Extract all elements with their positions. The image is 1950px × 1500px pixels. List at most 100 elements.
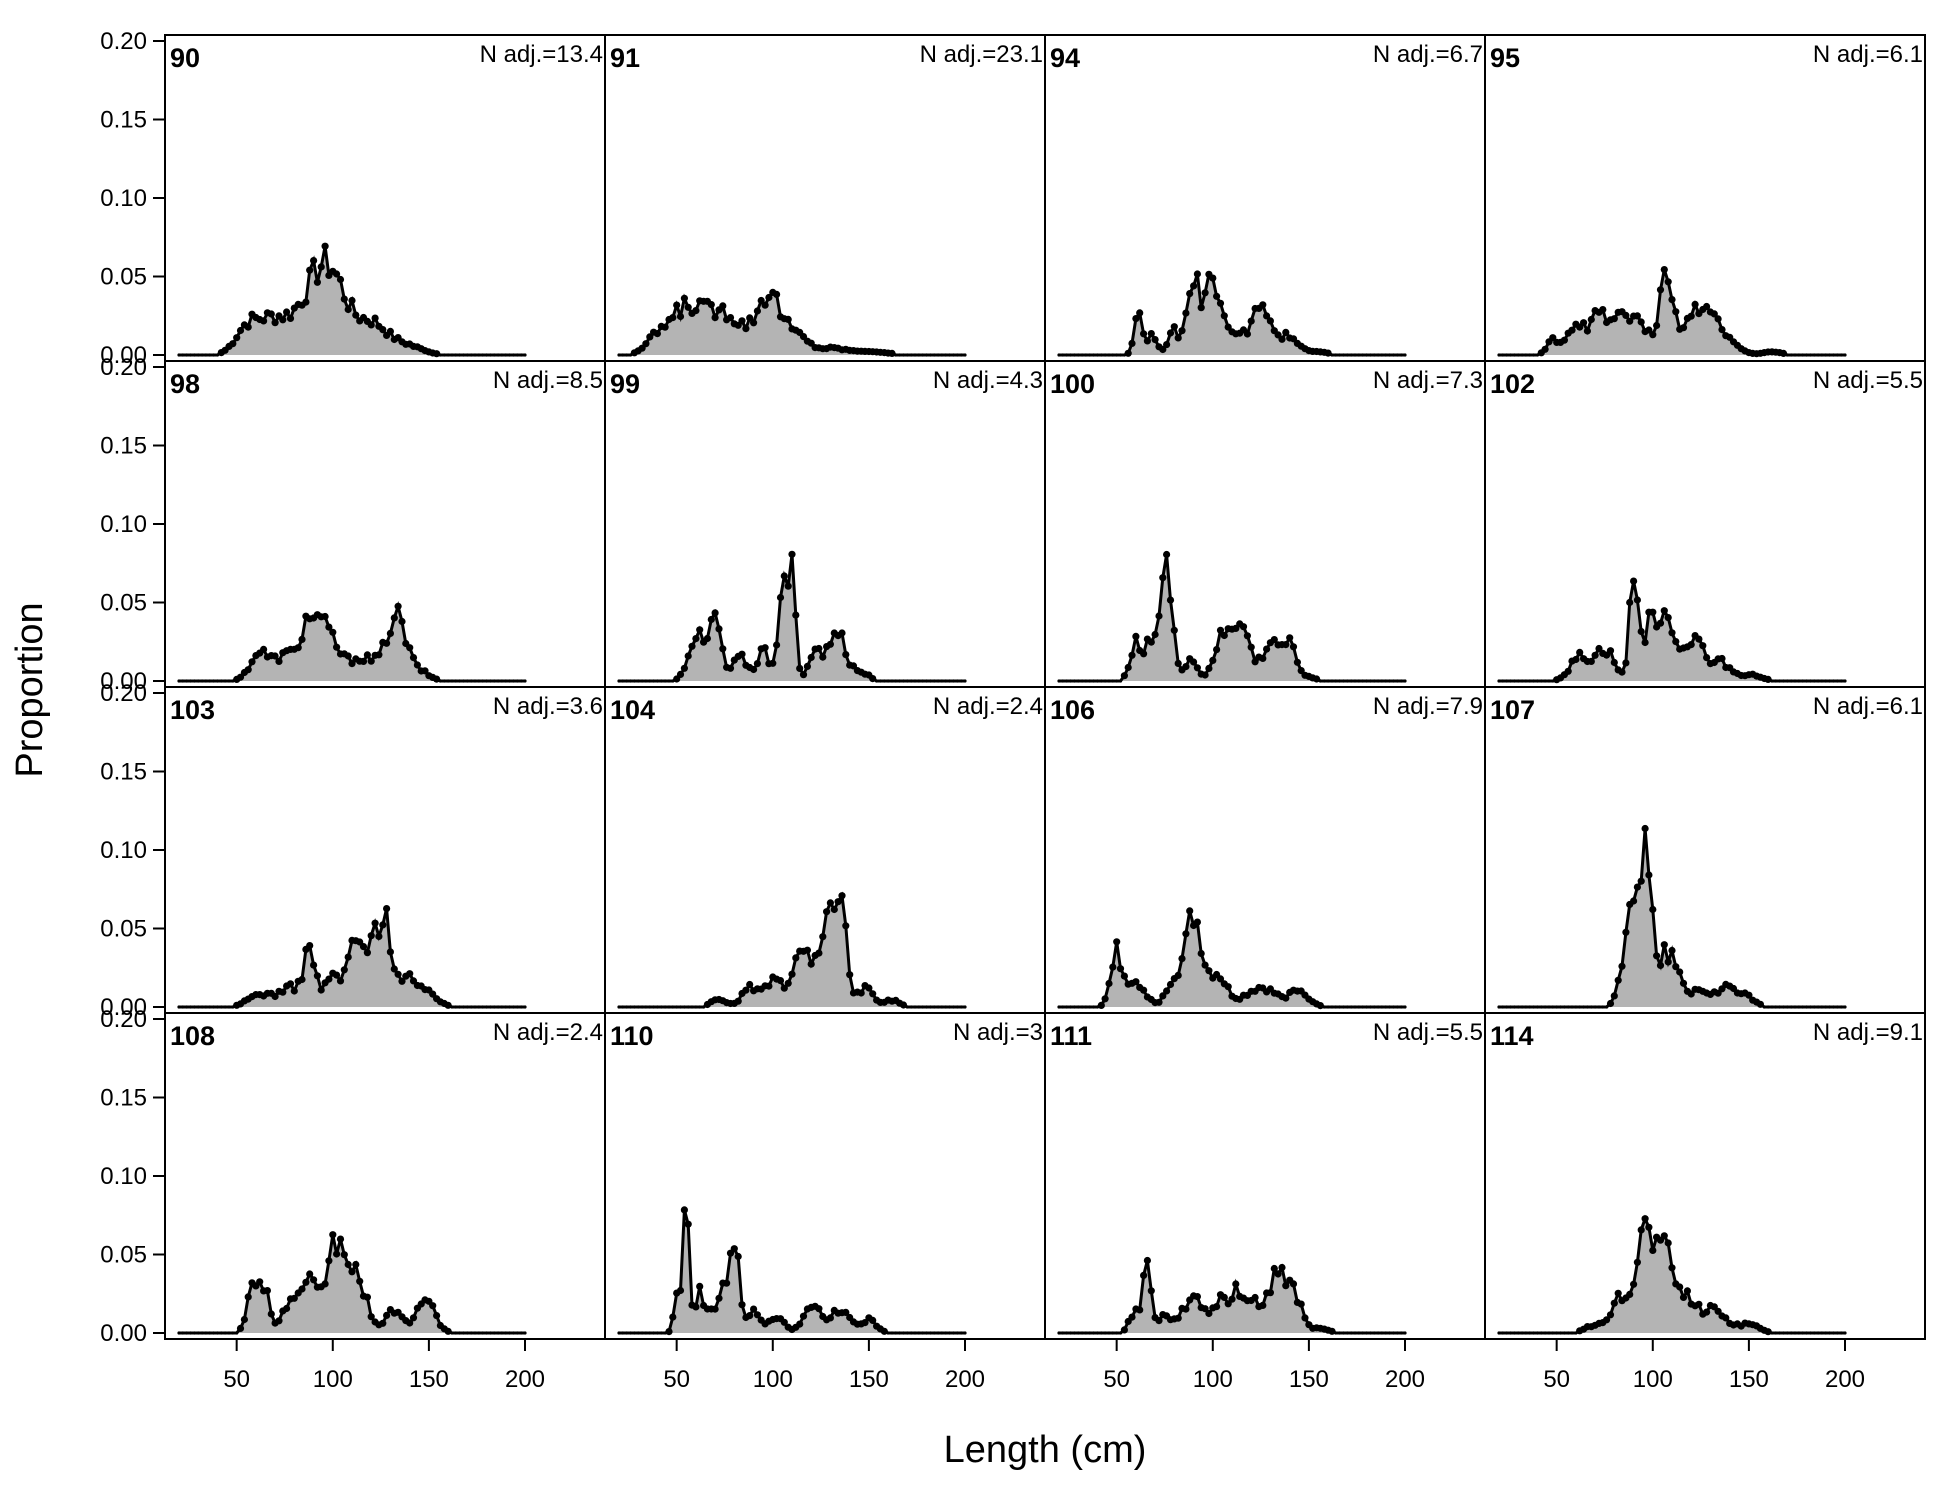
- data-point: [1756, 1000, 1764, 1008]
- data-point: [1649, 1246, 1657, 1254]
- data-point: [1213, 292, 1221, 300]
- area-114: [1499, 1218, 1845, 1333]
- data-point: [1365, 1331, 1369, 1335]
- data-point: [948, 1331, 952, 1335]
- data-point: [1672, 638, 1680, 646]
- data-point: [1660, 1232, 1668, 1240]
- panel-year-label: 98: [170, 369, 200, 399]
- data-point: [177, 679, 181, 683]
- data-point: [765, 293, 773, 302]
- data-point: [1828, 1331, 1832, 1335]
- y-axis-title: Proportion: [9, 602, 51, 777]
- y-tick-label: 0.20: [100, 680, 147, 707]
- data-point: [1664, 278, 1672, 286]
- data-point: [398, 977, 406, 985]
- data-point: [223, 679, 227, 683]
- data-point: [1349, 353, 1353, 357]
- data-point: [1220, 631, 1228, 640]
- data-point: [1088, 353, 1092, 357]
- data-point: [1322, 1005, 1326, 1009]
- data-point: [1610, 315, 1618, 323]
- data-point: [336, 275, 345, 284]
- data-point: [803, 662, 812, 671]
- data-point: [1201, 289, 1209, 297]
- data-point: [1361, 679, 1365, 683]
- data-point: [367, 932, 375, 940]
- data-point: [421, 667, 429, 675]
- data-point: [1785, 1005, 1789, 1009]
- data-point: [1668, 296, 1676, 304]
- data-point: [1824, 353, 1828, 357]
- panel-103: 103 N adj.=3.6: [164, 686, 606, 1014]
- data-point: [636, 1005, 640, 1009]
- data-point: [406, 644, 414, 652]
- data-point: [1103, 353, 1107, 357]
- data-point: [185, 353, 189, 357]
- data-point: [1597, 1005, 1601, 1009]
- data-point: [1781, 679, 1786, 683]
- data-point: [1828, 679, 1832, 683]
- data-point: [1762, 1005, 1766, 1009]
- data-point: [1088, 1331, 1092, 1335]
- data-point: [726, 664, 735, 672]
- data-point: [1282, 328, 1290, 336]
- data-point: [1610, 658, 1618, 667]
- data-point: [313, 972, 321, 980]
- data-point: [1251, 1293, 1259, 1302]
- data-point: [458, 679, 462, 683]
- data-point: [298, 1285, 306, 1293]
- data-point: [959, 679, 963, 683]
- data-point: [925, 679, 929, 683]
- n-adj-label: N adj.=5.5: [1373, 1019, 1483, 1046]
- data-point: [1660, 607, 1668, 615]
- data-point: [1391, 1331, 1396, 1335]
- data-point: [367, 1313, 375, 1321]
- data-point: [1076, 1005, 1080, 1009]
- panel-year-label: 94: [1050, 43, 1080, 73]
- data-point: [1816, 1331, 1820, 1335]
- x-tick-label: 50: [223, 1366, 250, 1393]
- data-point: [1107, 1331, 1111, 1335]
- data-point: [680, 1206, 689, 1214]
- data-point: [1384, 679, 1388, 683]
- data-point: [306, 266, 314, 274]
- data-point: [1649, 905, 1657, 914]
- data-point: [1232, 1280, 1240, 1288]
- data-point: [1555, 1331, 1559, 1335]
- area-94: [1059, 274, 1405, 355]
- data-point: [450, 353, 454, 357]
- data-point: [688, 642, 696, 650]
- data-point: [1115, 679, 1119, 683]
- data-point: [1099, 353, 1103, 357]
- data-point: [842, 922, 850, 930]
- panel-100: 100 N adj.=7.3: [1044, 360, 1486, 688]
- data-point: [1120, 672, 1128, 680]
- data-point: [1622, 659, 1630, 667]
- data-point: [1516, 1005, 1520, 1009]
- data-point: [675, 1005, 679, 1009]
- data-point: [1543, 1331, 1547, 1335]
- data-point: [1068, 1005, 1073, 1009]
- data-point: [655, 679, 660, 683]
- data-point: [1380, 1005, 1384, 1009]
- data-point: [1376, 1005, 1380, 1009]
- data-point: [1349, 1331, 1353, 1335]
- data-point: [1092, 1005, 1096, 1009]
- data-point: [1770, 679, 1774, 683]
- data-point: [1779, 349, 1788, 357]
- data-point: [1190, 658, 1198, 666]
- data-point: [1622, 928, 1630, 936]
- data-point: [344, 652, 352, 660]
- data-point: [882, 679, 886, 683]
- data-point: [1839, 1331, 1843, 1335]
- data-point: [1084, 679, 1088, 683]
- panel-year-label: 111: [1050, 1021, 1092, 1051]
- y-tick-label: 0.20: [100, 1006, 147, 1033]
- data-point: [409, 1314, 418, 1322]
- y-tick-label: 0.05: [100, 264, 147, 291]
- data-point: [1205, 1309, 1213, 1318]
- data-point: [1186, 290, 1194, 298]
- data-point: [1816, 1005, 1820, 1009]
- data-point: [177, 353, 181, 357]
- data-point: [215, 679, 219, 683]
